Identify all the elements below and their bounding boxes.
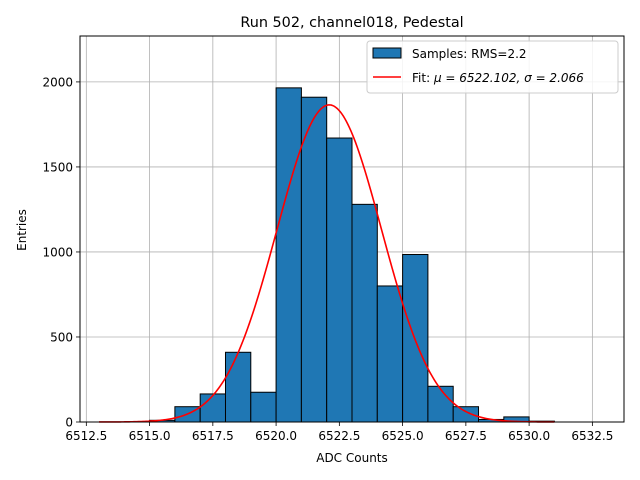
histogram-bar <box>376 285 404 423</box>
y-axis-ticks: 0 500 1000 1500 2000 <box>42 75 80 430</box>
histogram-bar <box>351 203 378 423</box>
legend-label-samples: Samples: RMS=2.2 <box>412 47 527 61</box>
x-tick-label: 6527.5 <box>445 429 487 443</box>
x-tick-label: 6525.0 <box>382 429 424 443</box>
histogram-bar <box>300 96 328 423</box>
histogram-bar <box>224 351 252 423</box>
histogram-bar <box>427 385 454 423</box>
y-tick-label: 2000 <box>42 75 73 89</box>
y-tick-label: 1000 <box>42 245 73 259</box>
x-axis-label: ADC Counts <box>316 451 388 465</box>
x-tick-label: 6532.5 <box>571 429 613 443</box>
histogram-bar <box>250 391 277 423</box>
legend-label-fit: Fit: μ = 6522.102, σ = 2.066 <box>412 71 584 85</box>
histogram-bar <box>326 137 353 423</box>
y-tick-label: 500 <box>50 330 73 344</box>
x-tick-label: 6517.5 <box>192 429 234 443</box>
y-tick-label: 0 <box>65 416 73 430</box>
legend-box <box>366 40 619 94</box>
x-tick-label: 6522.5 <box>318 429 360 443</box>
histogram-bar <box>452 406 480 423</box>
legend-swatch-samples <box>372 47 402 59</box>
x-axis-ticks: 6512.5 6515.0 6517.5 6520.0 6522.5 6525.0 6527… <box>65 422 613 443</box>
y-axis-label: Entries <box>15 209 29 251</box>
legend-fit-params: μ = 6522.102, σ = 2.066 <box>433 71 584 85</box>
histogram-bar <box>199 393 226 423</box>
plot-frame <box>79 35 625 423</box>
histogram-bar <box>275 87 302 423</box>
histogram-bar <box>402 254 429 423</box>
x-tick-label: 6520.0 <box>255 429 297 443</box>
chart-title: Run 502, channel018, Pedestal <box>240 15 463 31</box>
x-tick-label: 6515.0 <box>129 429 171 443</box>
legend: Samples: RMS=2.2 Fit: μ = 6522.102, σ = … <box>366 40 619 94</box>
fit-curve <box>98 104 555 423</box>
x-tick-label: 6512.5 <box>65 429 107 443</box>
x-tick-label: 6530.0 <box>508 429 550 443</box>
y-tick-label: 1500 <box>42 160 73 174</box>
legend-fit-prefix: Fit: <box>412 71 434 85</box>
